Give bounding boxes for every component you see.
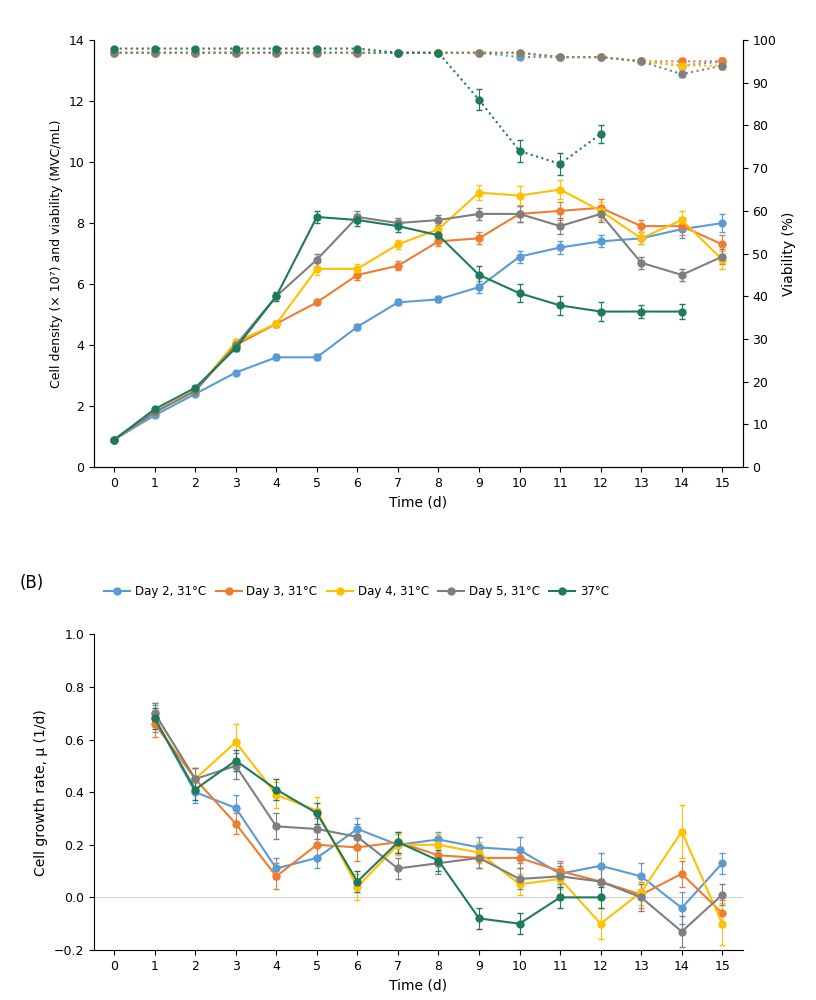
Text: (B): (B) <box>20 574 43 592</box>
X-axis label: Time (d): Time (d) <box>389 978 447 992</box>
X-axis label: Time (d): Time (d) <box>389 495 447 509</box>
Y-axis label: Cell density (× 10⁷) and viability (MVC/mL): Cell density (× 10⁷) and viability (MVC/… <box>50 119 63 388</box>
Y-axis label: Cell growth rate, μ (1/d): Cell growth rate, μ (1/d) <box>34 709 48 876</box>
Legend: Day 2, 31°C, Day 3, 31°C, Day 4, 31°C, Day 5, 31°C, 37°C: Day 2, 31°C, Day 3, 31°C, Day 4, 31°C, D… <box>100 580 614 603</box>
Y-axis label: Viability (%): Viability (%) <box>782 211 796 296</box>
